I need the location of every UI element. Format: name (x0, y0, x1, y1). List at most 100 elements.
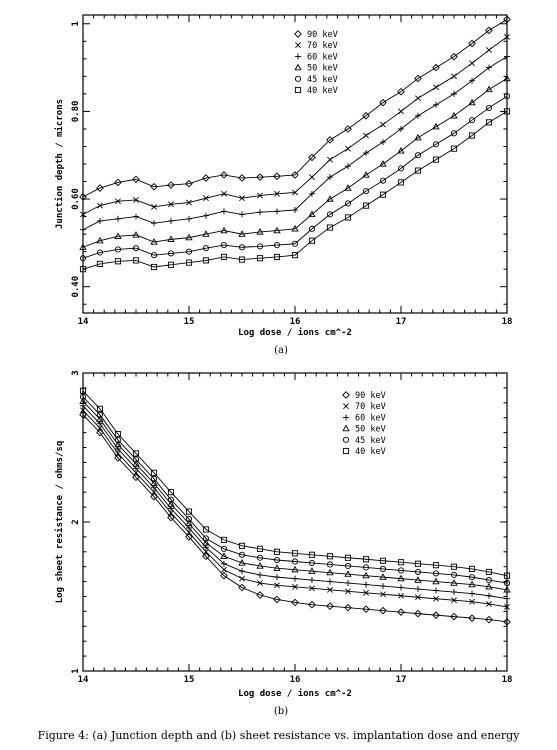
ticks-b: 14 15 16 17 18 1 2 3 (71, 370, 512, 685)
data-point (308, 559, 316, 567)
data-point (362, 202, 370, 209)
data-point (485, 615, 493, 624)
data-point (96, 411, 104, 418)
data-point (220, 242, 228, 249)
series-90-kev (79, 15, 511, 201)
data-point (398, 584, 404, 591)
data-point (344, 125, 352, 133)
data-point (504, 595, 510, 602)
data-point (469, 60, 475, 67)
series-line (82, 401, 508, 591)
data-point (220, 552, 228, 559)
data-point (167, 217, 174, 224)
data-point (345, 588, 351, 595)
data-point (414, 112, 421, 119)
data-point (186, 215, 192, 222)
data-point (397, 567, 405, 574)
data-point (220, 536, 228, 543)
data-point (273, 226, 281, 234)
data-point (150, 263, 158, 271)
legend-marker (294, 63, 302, 71)
data-point (291, 558, 299, 565)
data-point (308, 551, 316, 558)
data-point (238, 542, 246, 549)
data-point (326, 224, 334, 231)
data-point (503, 108, 511, 115)
data-point (468, 574, 476, 581)
data-point (133, 469, 139, 476)
data-point (432, 570, 440, 577)
data-point (256, 562, 264, 569)
data-point (379, 191, 387, 198)
data-point (257, 209, 264, 216)
data-point (79, 397, 87, 404)
data-point (202, 538, 210, 546)
data-point (379, 573, 387, 580)
data-point (504, 604, 510, 610)
data-point (432, 63, 440, 72)
data-point (362, 171, 370, 178)
data-point (273, 556, 281, 564)
y-tick-label: 0.60 (71, 188, 81, 210)
series-line (82, 414, 508, 623)
data-point (450, 612, 458, 621)
data-point (273, 242, 281, 249)
data-point (485, 104, 493, 111)
data-point (202, 212, 209, 219)
data-point (485, 582, 493, 590)
data-point (132, 231, 140, 238)
data-point (167, 513, 175, 522)
data-point (96, 405, 104, 412)
data-point (132, 245, 140, 252)
data-point (220, 545, 228, 552)
data-point (503, 580, 511, 587)
data-point (273, 574, 280, 581)
series-line (82, 95, 508, 259)
data-point (414, 560, 422, 567)
data-point (308, 190, 315, 197)
data-point (485, 568, 493, 575)
data-point (291, 240, 299, 247)
data-point (451, 90, 457, 97)
data-point (308, 210, 316, 218)
data-point (363, 150, 370, 157)
data-point (220, 208, 227, 215)
data-point (132, 459, 140, 467)
y-tick-label: 1 (71, 21, 81, 26)
series-60-kev (80, 53, 510, 233)
data-point (397, 87, 405, 96)
series-70-kev (80, 33, 510, 218)
legend-entry: 45 keV (307, 75, 338, 85)
data-point (433, 595, 439, 602)
data-point (432, 562, 440, 569)
data-point (432, 577, 440, 585)
data-point (150, 475, 158, 482)
x-tick-label: 15 (184, 675, 195, 685)
data-point (114, 246, 122, 253)
y-tick-label: 2 (71, 519, 81, 524)
data-point (273, 208, 280, 215)
data-point (80, 226, 86, 233)
data-point (326, 602, 334, 611)
data-point (292, 583, 298, 590)
data-point (485, 26, 493, 35)
data-point (397, 559, 405, 566)
data-point (114, 232, 122, 239)
x-tick-label: 18 (502, 317, 513, 327)
data-point (238, 256, 246, 263)
data-point (114, 178, 122, 187)
data-point (397, 165, 405, 172)
data-point (291, 252, 299, 259)
data-point (362, 556, 370, 563)
data-point (79, 243, 87, 250)
data-point (221, 190, 227, 197)
data-point (504, 33, 510, 40)
data-point (238, 551, 246, 558)
data-point (326, 578, 333, 585)
data-point (257, 580, 263, 587)
data-point (274, 190, 280, 197)
data-point (363, 581, 370, 588)
x-tick-label: 14 (78, 317, 89, 327)
y-axis-label-b: Log sheet resistance / ohms/sq (54, 441, 65, 604)
data-point (150, 182, 158, 191)
